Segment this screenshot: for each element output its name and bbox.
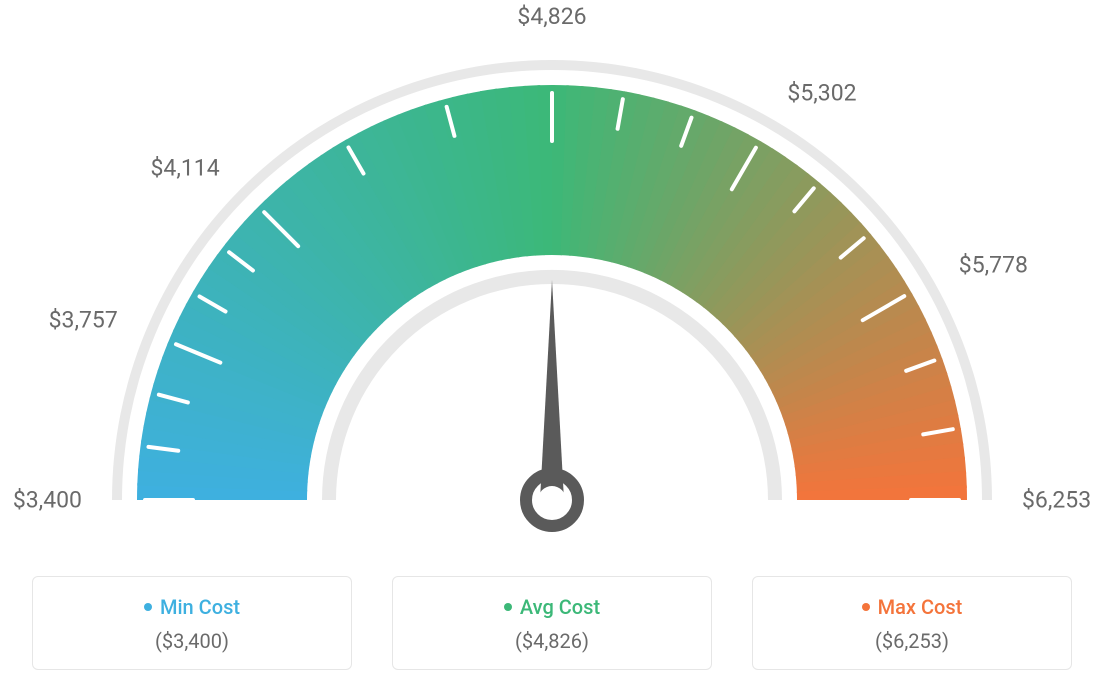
gauge-scale-label: $5,778: [959, 251, 1028, 278]
legend-card-avg: Avg Cost ($4,826): [392, 576, 712, 670]
legend-min-title: Min Cost: [33, 595, 351, 619]
legend-row: Min Cost ($3,400) Avg Cost ($4,826) Max …: [0, 576, 1104, 670]
legend-avg-dot: [504, 603, 512, 611]
legend-max-title: Max Cost: [753, 595, 1071, 619]
gauge-scale-label: $3,757: [49, 307, 118, 334]
gauge-scale-label: $3,400: [13, 487, 82, 514]
gauge-scale-label: $4,114: [150, 154, 219, 181]
legend-min-label: Min Cost: [160, 595, 240, 619]
legend-avg-label: Avg Cost: [520, 595, 600, 619]
gauge-chart: $3,400 $3,757 $4,114 $4,826 $5,302 $5,778 $6,2…: [0, 0, 1104, 560]
legend-avg-value: ($4,826): [393, 629, 711, 653]
legend-min-dot: [144, 603, 152, 611]
legend-min-value: ($3,400): [33, 629, 351, 653]
gauge-scale-label: $6,253: [1022, 487, 1091, 514]
legend-card-min: Min Cost ($3,400): [32, 576, 352, 670]
legend-max-dot: [862, 603, 870, 611]
legend-card-max: Max Cost ($6,253): [752, 576, 1072, 670]
gauge-scale-label: $4,826: [517, 3, 586, 30]
gauge-scale-label: $5,302: [787, 80, 856, 107]
legend-max-value: ($6,253): [753, 629, 1071, 653]
legend-max-label: Max Cost: [878, 595, 963, 619]
gauge-svg: [0, 0, 1104, 560]
legend-avg-title: Avg Cost: [393, 595, 711, 619]
